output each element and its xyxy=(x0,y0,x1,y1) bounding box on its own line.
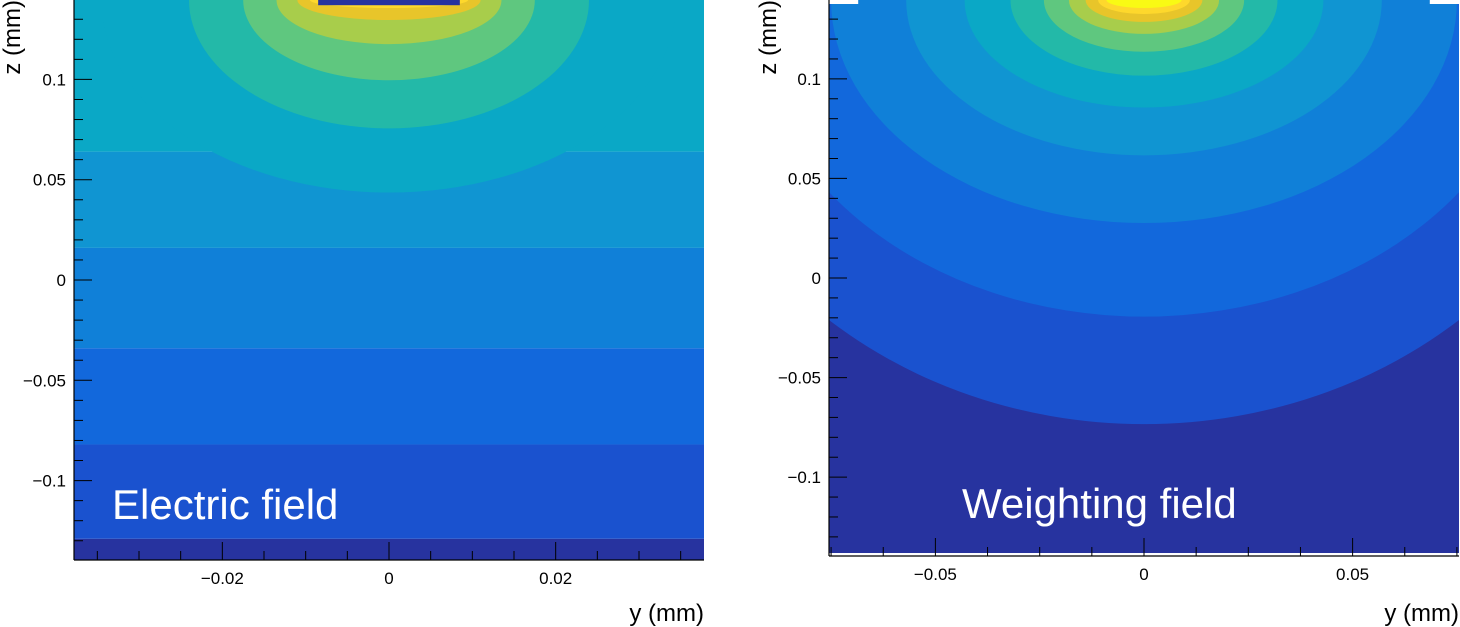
electric-field-x-tick-label: 0.02 xyxy=(539,569,572,588)
electric-field-electrode xyxy=(318,0,460,6)
weighting-field-contour-10 xyxy=(1106,0,1182,8)
weighting-field-label: Weighting field xyxy=(962,480,1237,527)
electric-field-panel: −0.1 −0.05 0 0.05 0.1 −0.02 0 0.02 Electric fie… xyxy=(0,0,704,627)
weighting-field-heatmap xyxy=(829,0,1459,556)
electric-field-y-tick-label: 0.1 xyxy=(42,70,66,89)
weighting-field-y-tick-label: 0.1 xyxy=(797,70,821,89)
electric-field-y-tick-label: −0.05 xyxy=(23,371,66,390)
electric-field-heatmap xyxy=(74,0,704,560)
electric-field-label: Electric field xyxy=(112,481,338,528)
weighting-field-y-tick-label: 0 xyxy=(812,269,821,288)
weighting-field-y-tick-label: −0.05 xyxy=(778,369,821,388)
electric-field-axes: −0.1 −0.05 0 0.05 0.1 −0.02 0 0.02 xyxy=(23,0,704,588)
weighting-field-x-tick-label: −0.05 xyxy=(914,565,957,584)
weighting-field-panel: −0.1 −0.05 0 0.05 0.1 −0.05 0 0.05 Weighting fi… xyxy=(755,0,1459,627)
electric-field-y-tick-label: −0.1 xyxy=(32,472,66,491)
electric-field-y-tick-label: 0.05 xyxy=(33,171,66,190)
weighting-field-x-axis-label: y (mm) xyxy=(1384,600,1459,627)
weighting-field-x-tick-label: 0 xyxy=(1139,565,1148,584)
weighting-field-y-tick-label: −0.1 xyxy=(787,468,821,487)
electric-field-y-tick-label: 0 xyxy=(57,271,66,290)
weighting-field-y-axis-label: z (mm) xyxy=(755,0,782,75)
weighting-field-y-tick-label: 0.05 xyxy=(788,169,821,188)
weighting-field-x-tick-label: 0.05 xyxy=(1336,565,1369,584)
weighting-field-axes: −0.1 −0.05 0 0.05 0.1 −0.05 0 0.05 xyxy=(778,0,1459,584)
electric-field-band-2 xyxy=(74,348,704,445)
electric-field-x-tick-label: −0.02 xyxy=(201,569,244,588)
electric-field-band-3 xyxy=(74,247,704,349)
electric-field-x-axis-label: y (mm) xyxy=(629,600,704,627)
weighting-field-edge-mark-top-0 xyxy=(829,0,859,4)
electric-field-y-axis-label: z (mm) xyxy=(0,0,26,75)
electric-field-x-tick-label: 0 xyxy=(384,569,393,588)
electric-field-band-1 xyxy=(74,444,704,539)
weighting-field-edge-mark-top-1 xyxy=(1429,0,1459,4)
